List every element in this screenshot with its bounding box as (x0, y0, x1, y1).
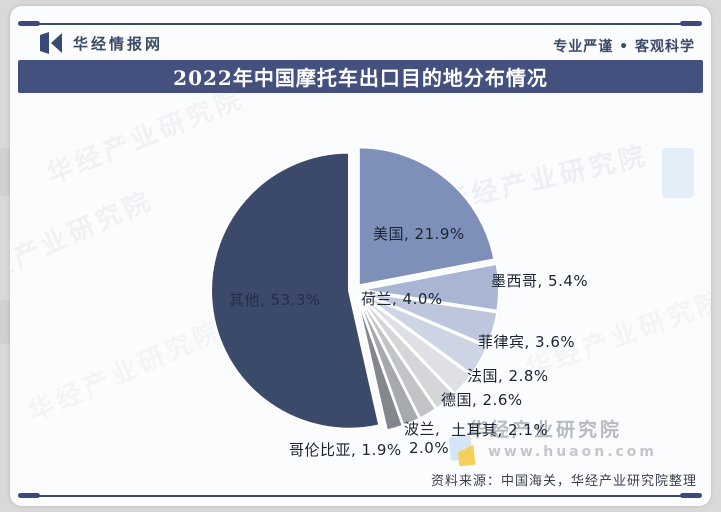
brand-slogan: 专业严谨 • 客观科学 (553, 39, 695, 55)
watermark-text: 华经产业研究院 (10, 185, 159, 299)
brand-logo-icon (38, 32, 64, 54)
bottom-divider-left-cap (18, 493, 40, 498)
top-divider (20, 23, 700, 25)
huaon-logo-watermark-icon (446, 433, 478, 472)
pie-chart (210, 146, 500, 432)
top-divider-right-cap (680, 21, 702, 26)
watermark-url: www.huaon.com (488, 444, 658, 460)
pie-label-mexico: 墨西哥, 5.4% (491, 272, 589, 290)
pie-label-germany: 德国, 2.6% (441, 391, 523, 409)
pie-label-other: 其他, 53.3% (229, 291, 321, 309)
pie-slice-其他 (210, 151, 381, 430)
pie-label-turkey: 土耳其, 2.1% (451, 421, 549, 439)
data-source-note: 资料来源：中国海关，华经产业研究院整理 (430, 474, 697, 489)
pie-slice-荷兰 (359, 290, 499, 347)
chart-title: 2022年中国摩托车出口目的地分布情况 (173, 66, 548, 90)
pie-label-france: 法国, 2.8% (467, 367, 549, 385)
chart-title-bar: 2022年中国摩托车出口目的地分布情况 (18, 60, 703, 93)
bottom-divider-right-cap (680, 493, 702, 498)
pie-label-poland-value: 2.0% (409, 439, 450, 457)
brand: 华经情报网 (38, 32, 163, 54)
pie-slice-美国 (357, 146, 496, 287)
pie-label-netherlands: 荷兰, 4.0% (361, 290, 443, 308)
pie-label-poland-name: 波兰, (404, 420, 441, 438)
pie-label-philippines: 菲律宾, 3.6% (478, 333, 576, 351)
pie-label-colombia: 哥伦比亚, 1.9% (289, 441, 402, 459)
report-card: 华经情报网 专业严谨 • 客观科学 2022年中国摩托车出口目的地分布情况 华经… (10, 6, 711, 506)
watermark-logo-tile (662, 148, 694, 198)
brand-name: 华经情报网 (73, 34, 164, 53)
pie-label-us: 美国, 21.9% (373, 225, 465, 243)
top-divider-left-cap (18, 21, 40, 26)
watermark-text: 华经产业研究院 (23, 315, 229, 429)
pie-slice-哥伦比亚 (355, 294, 404, 432)
watermark-corner-text: 华经产业研究院 (468, 419, 623, 441)
bottom-divider (20, 495, 700, 497)
pie-slice-墨西哥 (359, 262, 500, 312)
pie-slice-法国 (358, 292, 472, 395)
pie-slice-菲律宾 (359, 291, 489, 376)
